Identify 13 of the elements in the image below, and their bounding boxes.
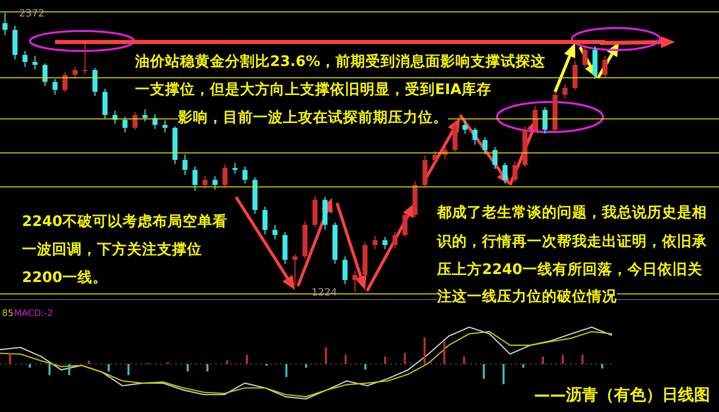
annotation: 压上方2240一线有所回落，今日依旧关 bbox=[437, 260, 702, 280]
text: MACD:-2 bbox=[14, 309, 53, 319]
annotation: 影响，目前一波上攻在试探前期压力位。 bbox=[178, 108, 448, 128]
annotation: 一波回调，下方关注支撑位 bbox=[22, 240, 202, 260]
annotation: 2240不破可以考虑布局空单看 bbox=[22, 212, 228, 232]
annotation: ——沥青（有色）日线图 bbox=[534, 385, 710, 406]
text: 85 bbox=[2, 309, 14, 319]
annotation: 都成了老生常谈的问题，我总说历史是相 bbox=[437, 203, 707, 223]
annotation: 一支撑位，但是大方向上支撑依旧明显，受到EIA库存 bbox=[135, 80, 492, 100]
annotation: 油价站稳黄金分割比23.6%，前期受到消息面影响支撑试探这 bbox=[135, 52, 546, 72]
annotation: 注这一线压力位的破位情况 bbox=[437, 287, 617, 307]
annotation: 识的，行情再一次帮我走出证明，依旧承 bbox=[437, 232, 707, 252]
annotation: 2200一线。 bbox=[22, 268, 108, 288]
